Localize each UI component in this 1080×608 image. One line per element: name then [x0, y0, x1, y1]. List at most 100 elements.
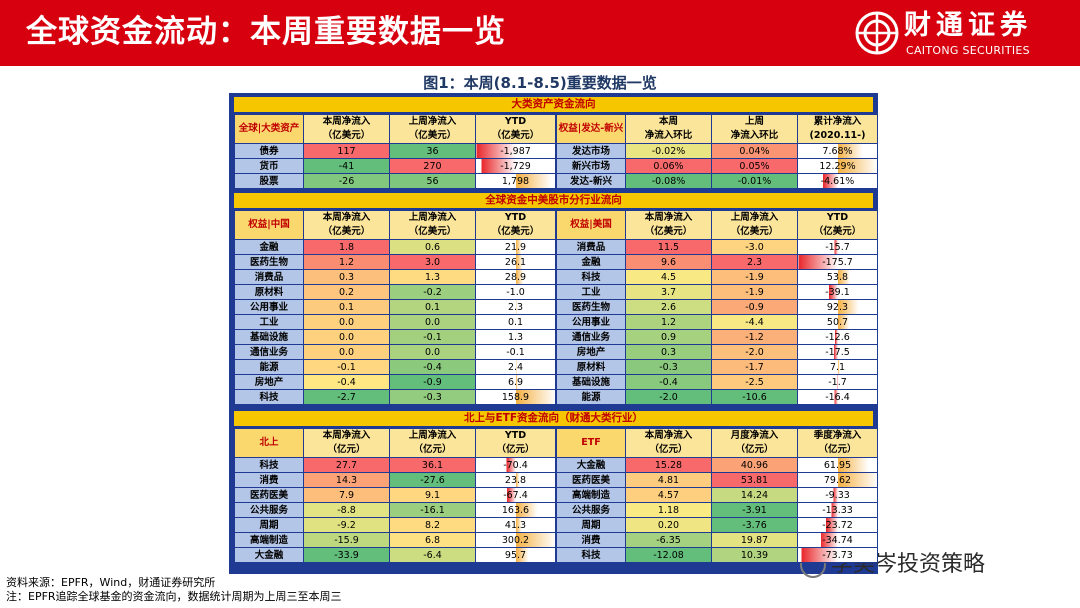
- column-header: 季度净流入 （亿元）: [797, 428, 878, 458]
- ytd-bar-cell: -13.33: [797, 502, 878, 518]
- column-header: YTD （亿美元）: [475, 210, 556, 240]
- value-cell: 2.6: [625, 299, 712, 315]
- page-header: 全球资金流动：本周重要数据一览 财通证券 CAITONG SECURITIES: [0, 0, 1080, 66]
- row-label: 周期: [556, 517, 626, 533]
- table-row: 公用事业 0.1 0.1 2.3: [234, 299, 556, 315]
- table-row: 大金融 -33.9 -6.4 95.7: [234, 547, 556, 563]
- header-row: 全球|大类资产 本周净流入 （亿美元） 上周净流入 （亿美元） YTD （亿美元）: [234, 114, 556, 144]
- ytd-bar-cell: 50.7: [797, 314, 878, 330]
- row-label: 大金融: [556, 457, 626, 473]
- value-cell: -1.9: [711, 284, 798, 300]
- table-right-1: 权益|美国 本周净流入 （亿美元） 上周净流入 （亿美元） YTD （亿美元） 消费品 1…: [556, 210, 878, 405]
- table-row: 科技 -12.08 10.39 -73.73: [556, 547, 878, 563]
- table-left-2: 北上 本周净流入 （亿元） 上周净流入 （亿元） YTD （亿元） 科技 27.7 36.1…: [234, 428, 556, 563]
- row-label: 发达-新兴: [556, 173, 626, 189]
- value-cell: 10.39: [711, 547, 798, 563]
- ytd-bar-cell: -34.74: [797, 532, 878, 548]
- ytd-bar-cell: -39.1: [797, 284, 878, 300]
- value-cell: 4.5: [625, 269, 712, 285]
- section-title: 大类资产资金流向: [234, 97, 873, 112]
- ytd-bar-cell: 26.1: [475, 254, 556, 270]
- value-cell: 1.18: [625, 502, 712, 518]
- table-row: 消费品 0.3 1.3 28.9: [234, 269, 556, 285]
- header-row: 权益|发达-新兴 本周 净流入环比 上周 净流入环比 累计净流入 (2020.11-): [556, 114, 878, 144]
- column-header: 累计净流入 (2020.11-): [797, 114, 878, 144]
- table-category-header: 权益|美国: [556, 210, 626, 240]
- value-cell: 0.0: [389, 344, 476, 360]
- header-row: 北上 本周净流入 （亿元） 上周净流入 （亿元） YTD （亿元）: [234, 428, 556, 458]
- value-cell: -15.9: [303, 532, 390, 548]
- row-label: 能源: [234, 359, 304, 375]
- table-row: 医药医美 4.81 53.81 79.62: [556, 472, 878, 488]
- value-cell: 9.1: [389, 487, 476, 503]
- row-label: 股票: [234, 173, 304, 189]
- value-cell: -9.2: [303, 517, 390, 533]
- value-cell: -0.01%: [711, 173, 798, 189]
- table-category-header: 权益|中国: [234, 210, 304, 240]
- table-row: 周期 -9.2 8.2 41.3: [234, 517, 556, 533]
- ytd-bar-cell: 95.7: [475, 547, 556, 563]
- value-cell: 36.1: [389, 457, 476, 473]
- value-cell: 0.6: [389, 239, 476, 255]
- row-label: 科技: [556, 547, 626, 563]
- row-label: 医药生物: [234, 254, 304, 270]
- row-label: 工业: [234, 314, 304, 330]
- table-row: 基础设施 -0.4 -2.5 -1.7: [556, 374, 878, 390]
- table-row: 能源 -0.1 -0.4 2.4: [234, 359, 556, 375]
- row-label: 金融: [234, 239, 304, 255]
- value-cell: 0.04%: [711, 143, 798, 159]
- table-row: 能源 -2.0 -10.6 -16.4: [556, 389, 878, 405]
- row-label: 新兴市场: [556, 158, 626, 174]
- value-cell: 40.96: [711, 457, 798, 473]
- ytd-bar-cell: -1,987: [475, 143, 556, 159]
- value-cell: -0.3: [389, 389, 476, 405]
- ytd-bar-cell: 1,798: [475, 173, 556, 189]
- value-cell: 0.3: [625, 344, 712, 360]
- table-row: 公共服务 1.18 -3.91 -13.33: [556, 502, 878, 518]
- value-cell: -4.4: [711, 314, 798, 330]
- column-header: 本周净流入 （亿美元）: [303, 210, 390, 240]
- value-cell: 19.87: [711, 532, 798, 548]
- brand-name-cn: 财通证券: [904, 10, 1032, 41]
- value-cell: -41: [303, 158, 390, 174]
- column-header: YTD （亿元）: [475, 428, 556, 458]
- value-cell: -0.4: [625, 374, 712, 390]
- row-label: 通信业务: [234, 344, 304, 360]
- row-label: 房地产: [234, 374, 304, 390]
- value-cell: 9.6: [625, 254, 712, 270]
- table-row: 科技 4.5 -1.9 53.8: [556, 269, 878, 285]
- row-label: 公共服务: [556, 502, 626, 518]
- table-row: 金融 1.8 0.6 21.9: [234, 239, 556, 255]
- value-cell: 1.8: [303, 239, 390, 255]
- value-cell: 1.2: [303, 254, 390, 270]
- ytd-bar-cell: 53.8: [797, 269, 878, 285]
- ytd-bar-cell: 158.9: [475, 389, 556, 405]
- row-label: 货币: [234, 158, 304, 174]
- column-header: 上周净流入 （亿元）: [389, 428, 476, 458]
- ytd-bar-cell: -4.61%: [797, 173, 878, 189]
- row-label: 通信业务: [556, 329, 626, 345]
- table-row: 高端制造 -15.9 6.8 300.2: [234, 532, 556, 548]
- header-row: 权益|美国 本周净流入 （亿美元） 上周净流入 （亿美元） YTD （亿美元）: [556, 210, 878, 240]
- ytd-bar-cell: 12.29%: [797, 158, 878, 174]
- column-header: 本周净流入 （亿美元）: [625, 210, 712, 240]
- value-cell: -0.02%: [625, 143, 712, 159]
- row-label: 医药医美: [556, 472, 626, 488]
- table-row: 消费 14.3 -27.6 23.8: [234, 472, 556, 488]
- table-row: 原材料 0.2 -0.2 -1.0: [234, 284, 556, 300]
- ytd-bar-cell: 300.2: [475, 532, 556, 548]
- table-row: 大金融 15.28 40.96 61.95: [556, 457, 878, 473]
- table-row: 金融 9.6 2.3 -175.7: [556, 254, 878, 270]
- ytd-bar-cell: -73.73: [797, 547, 878, 563]
- brand-name-en: CAITONG SECURITIES: [906, 44, 1030, 57]
- row-label: 科技: [556, 269, 626, 285]
- row-label: 工业: [556, 284, 626, 300]
- value-cell: 3.0: [389, 254, 476, 270]
- value-cell: 4.57: [625, 487, 712, 503]
- row-label: 金融: [556, 254, 626, 270]
- table-category-header: 北上: [234, 428, 304, 458]
- table-row: 通信业务 0.9 -1.2 -12.6: [556, 329, 878, 345]
- row-label: 公共服务: [234, 502, 304, 518]
- row-label: 医药医美: [234, 487, 304, 503]
- ytd-bar-cell: -70.4: [475, 457, 556, 473]
